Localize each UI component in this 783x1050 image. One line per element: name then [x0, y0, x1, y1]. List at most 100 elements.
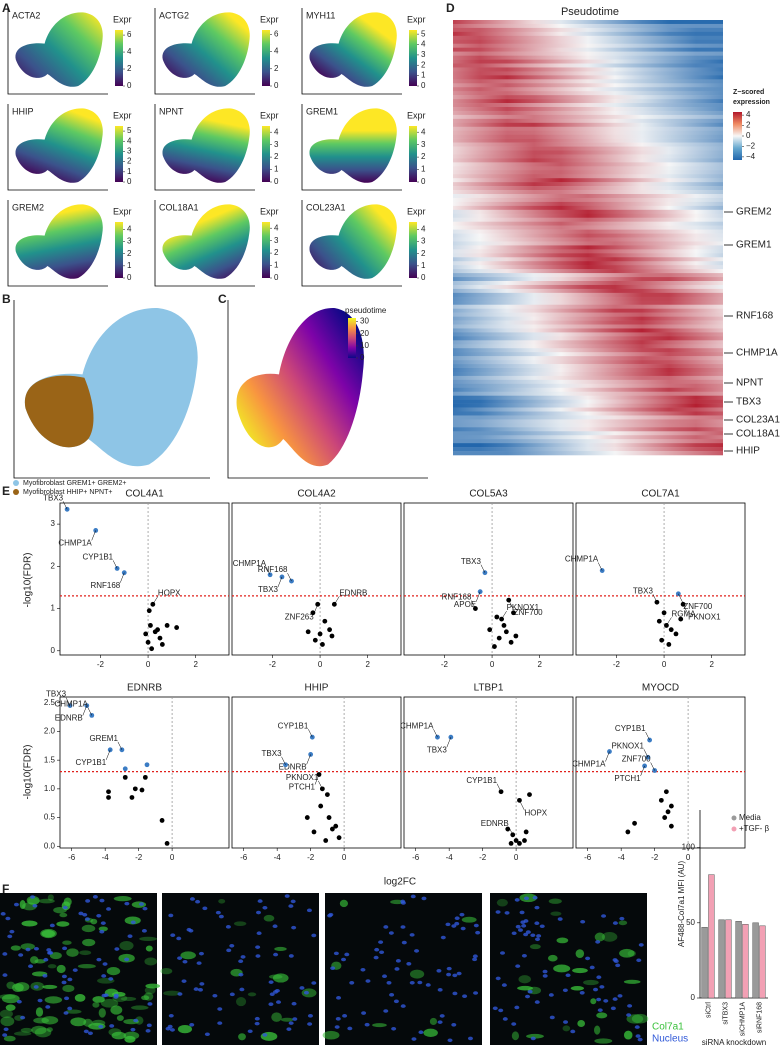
- nucleus: [61, 980, 67, 985]
- cell-stain: [238, 1033, 246, 1041]
- point: [492, 644, 497, 649]
- colorbar: [262, 30, 270, 86]
- gene-label: CHMP1A: [736, 348, 778, 359]
- heatmap-row: [453, 300, 723, 306]
- point: [632, 820, 637, 826]
- colorbar: [409, 30, 417, 86]
- cell-stain: [627, 950, 637, 957]
- nucleus: [634, 1025, 640, 1029]
- heatmap-row: [453, 55, 723, 60]
- point: [523, 829, 529, 835]
- heatmap-row: [453, 122, 723, 128]
- heatmap-row: [453, 304, 723, 309]
- x-tick-label: 0: [342, 853, 347, 862]
- gene-label: COL23A1: [736, 415, 780, 426]
- point: [666, 642, 672, 647]
- colorbar-tick-label: 4: [274, 47, 279, 56]
- cell-stain: [38, 898, 55, 904]
- bar: [752, 922, 759, 999]
- heatmap-row: [453, 364, 723, 369]
- point: [448, 734, 454, 740]
- y-tick-label: 2.5: [44, 698, 56, 707]
- point: [673, 631, 679, 637]
- cell-stain: [20, 943, 35, 950]
- heatmap-row: [453, 213, 723, 219]
- nucleus: [306, 908, 312, 913]
- bar: [735, 921, 742, 999]
- nucleus: [84, 917, 90, 921]
- cell-stain: [517, 985, 533, 991]
- nucleus: [378, 940, 384, 944]
- nucleus: [530, 933, 536, 938]
- nucleus: [276, 1000, 282, 1004]
- umap-cells: [162, 12, 250, 87]
- heatmap-row: [453, 435, 723, 440]
- heatmap-row: [453, 23, 723, 29]
- colorbar: [115, 222, 123, 278]
- point: [327, 627, 332, 633]
- gene-label: COL23A1: [306, 202, 346, 212]
- nucleus: [291, 1001, 297, 1006]
- gene-label: NPNT: [159, 106, 184, 116]
- y-tick-label: 0: [691, 993, 696, 1002]
- nucleus: [472, 957, 478, 962]
- nucleus: [82, 912, 88, 917]
- cell-stain: [21, 920, 38, 927]
- legend-title: Expr: [260, 110, 279, 120]
- nucleus: [498, 1008, 504, 1013]
- legend-marker: [13, 489, 19, 495]
- colorbar-tick-label: 0: [746, 131, 751, 140]
- plot-frame: [59, 502, 230, 656]
- label-leader: [645, 731, 650, 741]
- nucleus: [525, 994, 531, 999]
- nucleus: [436, 968, 442, 973]
- gene-label: ACTA2: [12, 10, 40, 20]
- cell-stain: [601, 932, 618, 942]
- heatmap-row: [453, 63, 723, 68]
- umap-cells: [15, 204, 103, 279]
- heatmap-row: [453, 277, 723, 282]
- heatmap-row: [453, 368, 723, 373]
- nucleus: [374, 947, 380, 952]
- heatmap-row: [453, 225, 723, 230]
- colorbar-tick-label: 2: [421, 60, 426, 69]
- heatmap-row: [453, 126, 723, 132]
- nucleus: [168, 1013, 174, 1018]
- point-label: TBX3: [633, 586, 654, 595]
- cell-stain: [626, 1014, 644, 1024]
- heatmap-row: [453, 257, 723, 262]
- colorbar: [262, 126, 270, 182]
- point: [323, 838, 329, 843]
- point: [152, 629, 158, 635]
- cell-stain: [13, 1031, 32, 1036]
- cell-stain: [141, 995, 150, 1001]
- cell-stain: [35, 1007, 44, 1017]
- nucleus: [108, 977, 114, 981]
- cell-stain: [139, 936, 158, 941]
- heatmap-row: [453, 39, 723, 45]
- heatmap-row: [453, 296, 723, 302]
- colorbar-tick-label: 0: [127, 273, 132, 282]
- heatmap-row: [453, 205, 723, 211]
- colorbar-tick-label: 1: [127, 167, 132, 176]
- point-label: RGMA: [671, 610, 696, 619]
- point-label: ZNF700: [622, 755, 651, 764]
- nucleus: [96, 957, 102, 962]
- label-leader: [105, 749, 111, 760]
- colorbar-tick-label: 5: [421, 29, 426, 38]
- x-tick-label: -4: [446, 853, 454, 862]
- nucleus: [238, 972, 244, 977]
- nucleus: [262, 905, 268, 910]
- nucleus: [596, 997, 602, 1002]
- cell-stain: [19, 900, 26, 910]
- point: [157, 635, 163, 641]
- nucleus: [33, 985, 39, 989]
- nucleus: [239, 987, 245, 992]
- nucleus: [536, 934, 542, 938]
- label-leader: [112, 560, 118, 569]
- point-label: EDNRB: [481, 819, 509, 828]
- x-tick-label: -2: [135, 853, 143, 862]
- legend-title: Expr: [407, 110, 426, 120]
- nucleus: [78, 911, 84, 916]
- nucleus: [382, 974, 388, 979]
